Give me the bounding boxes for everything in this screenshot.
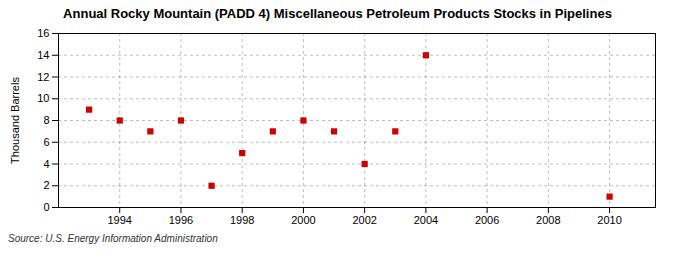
svg-text:12: 12 <box>37 71 49 83</box>
svg-text:4: 4 <box>43 158 49 170</box>
html-text:Annual Rocky Mountain (PADD 4): Annual Rocky Mountain (PADD 4) Miscellan… <box>63 6 612 21</box>
html-text:Source: U.S. Energy Informatio: Source: U.S. Energy Information Administ… <box>8 233 218 244</box>
svg-text:2: 2 <box>43 179 49 191</box>
svg-text:14: 14 <box>37 49 49 61</box>
svg-text:8: 8 <box>43 114 49 126</box>
svg-text:Thousand Barrels: Thousand Barrels <box>9 77 21 164</box>
svg-text:2010: 2010 <box>597 214 621 226</box>
svg-text:1996: 1996 <box>169 214 193 226</box>
svg-text:2000: 2000 <box>291 214 315 226</box>
svg-text:6: 6 <box>43 136 49 148</box>
svg-text:2008: 2008 <box>536 214 560 226</box>
svg-text:16: 16 <box>37 27 49 39</box>
svg-text:2002: 2002 <box>352 214 376 226</box>
svg-text:0: 0 <box>43 201 49 213</box>
svg-text:2006: 2006 <box>475 214 499 226</box>
svg-text:1998: 1998 <box>230 214 254 226</box>
svg-text:1994: 1994 <box>107 214 131 226</box>
svg-text:2004: 2004 <box>414 214 438 226</box>
svg-text:10: 10 <box>37 92 49 104</box>
